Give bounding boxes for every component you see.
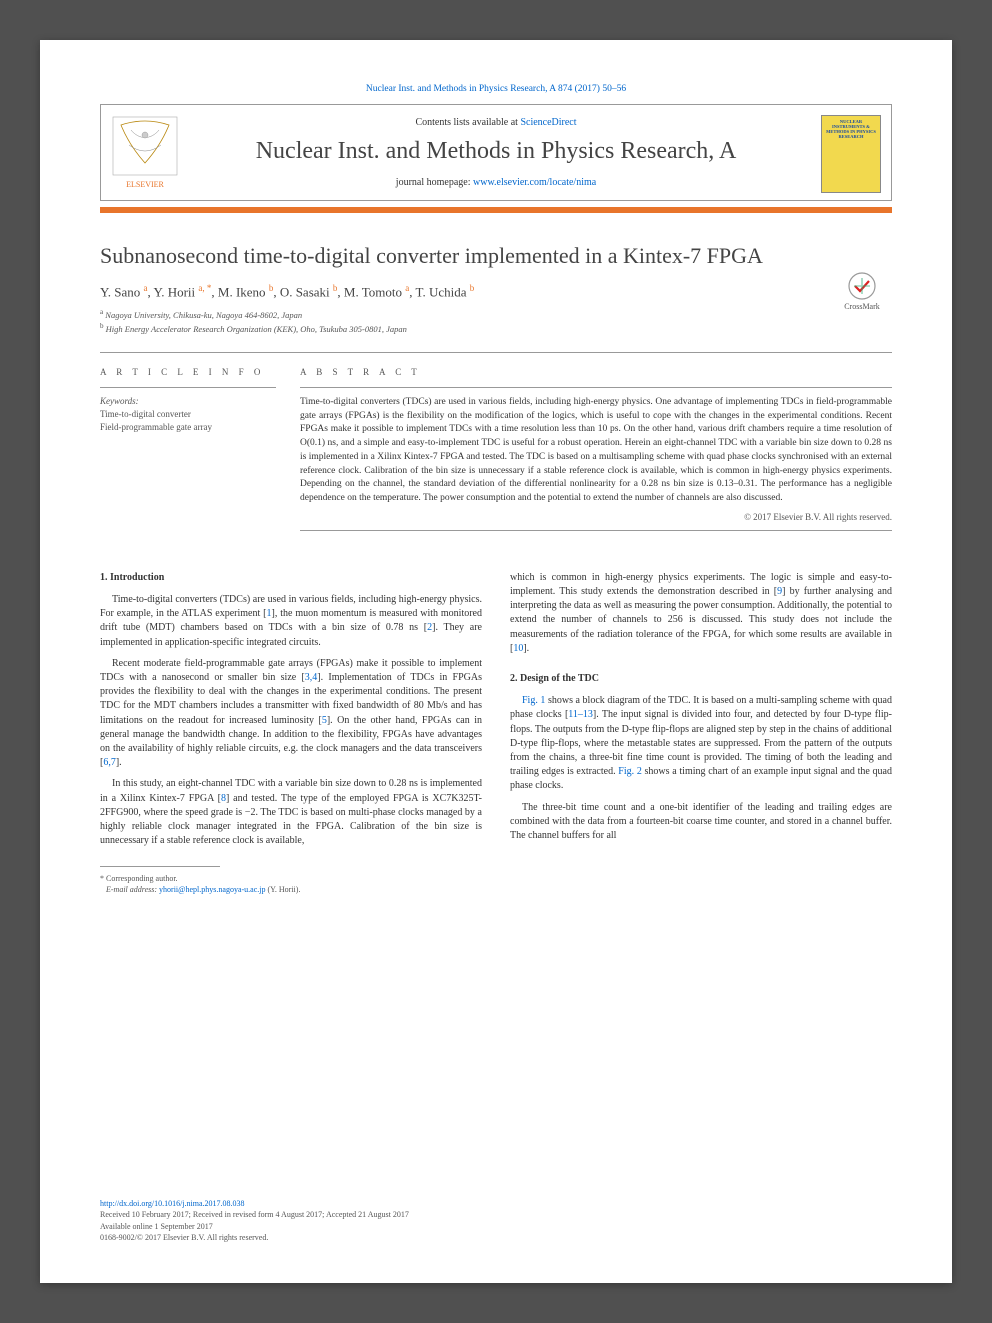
cite-ref[interactable]: 1 [267, 608, 272, 619]
keyword-2: Field-programmable gate array [100, 421, 276, 434]
cite-ref[interactable]: 2 [427, 622, 432, 633]
abstract-copyright: © 2017 Elsevier B.V. All rights reserved… [300, 512, 892, 522]
elsevier-logo: ELSEVIER [111, 115, 179, 193]
homepage-line: journal homepage: www.elsevier.com/locat… [191, 177, 801, 188]
affiliation-b: b High Energy Accelerator Research Organ… [100, 322, 892, 336]
email-suffix: (Y. Horii). [265, 885, 300, 894]
journal-header: ELSEVIER NUCLEAR INSTRUMENTS & METHODS I… [100, 104, 892, 201]
column-left: 1. Introduction Time-to-digital converte… [100, 571, 482, 896]
email-link[interactable]: yhorii@hepl.phys.nagoya-u.ac.jp [159, 885, 265, 894]
column-right: which is common in high-energy physics e… [510, 571, 892, 896]
page: Nuclear Inst. and Methods in Physics Res… [40, 40, 952, 1283]
article-title: Subnanosecond time-to-digital converter … [100, 243, 892, 269]
article-info-block: A R T I C L E I N F O Keywords: Time-to-… [100, 367, 300, 531]
cite-ref[interactable]: 10 [513, 643, 523, 654]
orange-divider [100, 207, 892, 213]
rule-2 [300, 530, 892, 531]
thumb-title: NUCLEAR INSTRUMENTS & METHODS IN PHYSICS… [826, 120, 876, 140]
abstract-text: Time-to-digital converters (TDCs) are us… [300, 396, 892, 506]
rule-info [100, 387, 276, 388]
keyword-1: Time-to-digital converter [100, 408, 276, 421]
contents-prefix: Contents lists available at [415, 117, 520, 128]
s1-p2: Recent moderate field-programmable gate … [100, 657, 482, 771]
s2-p1: Fig. 1 shows a block diagram of the TDC.… [510, 694, 892, 793]
sciencedirect-link[interactable]: ScienceDirect [520, 117, 576, 128]
abstract-head: A B S T R A C T [300, 367, 892, 377]
journal-cover-thumb: NUCLEAR INSTRUMENTS & METHODS IN PHYSICS… [821, 115, 881, 193]
elsevier-text: ELSEVIER [126, 180, 164, 189]
top-citation: Nuclear Inst. and Methods in Physics Res… [100, 84, 892, 94]
cite-ref[interactable]: 5 [322, 715, 327, 726]
email-line: E-mail address: yhorii@hepl.phys.nagoya-… [100, 884, 482, 895]
contents-line: Contents lists available at ScienceDirec… [191, 117, 801, 128]
issn-line: 0168-9002/© 2017 Elsevier B.V. All right… [100, 1233, 268, 1242]
section-2-head: 2. Design of the TDC [510, 672, 892, 686]
s1-p3: In this study, an eight-channel TDC with… [100, 777, 482, 848]
figure-ref[interactable]: Fig. 1 [522, 695, 545, 706]
author-list: Y. Sano a, Y. Horii a, *, M. Ikeno b, O.… [100, 283, 892, 300]
crossmark-badge[interactable]: CrossMark [832, 272, 892, 311]
online-line: Available online 1 September 2017 [100, 1222, 213, 1231]
figure-ref[interactable]: Fig. 2 [618, 766, 642, 777]
rule-abs [300, 387, 892, 388]
affiliation-a: a Nagoya University, Chikusa-ku, Nagoya … [100, 308, 892, 322]
s1-p1: Time-to-digital converters (TDCs) are us… [100, 593, 482, 650]
cite-ref[interactable]: 9 [777, 586, 782, 597]
cite-ref[interactable]: 6,7 [103, 757, 116, 768]
history-line: Received 10 February 2017; Received in r… [100, 1210, 409, 1219]
keywords-label: Keywords: [100, 396, 276, 406]
cite-ref[interactable]: 11–13 [568, 709, 593, 720]
article-info-head: A R T I C L E I N F O [100, 367, 276, 377]
homepage-prefix: journal homepage: [396, 177, 473, 188]
crossmark-label: CrossMark [832, 302, 892, 311]
rule-1 [100, 352, 892, 353]
s1-p3b: which is common in high-energy physics e… [510, 571, 892, 656]
homepage-link[interactable]: www.elsevier.com/locate/nima [473, 177, 596, 188]
footnote-rule [100, 866, 220, 867]
cite-ref[interactable]: 3,4 [305, 672, 318, 683]
section-1-head: 1. Introduction [100, 571, 482, 585]
article-meta-row: A R T I C L E I N F O Keywords: Time-to-… [100, 367, 892, 531]
s2-p2: The three-bit time count and a one-bit i… [510, 801, 892, 844]
doi-link[interactable]: http://dx.doi.org/10.1016/j.nima.2017.08… [100, 1199, 245, 1208]
journal-name: Nuclear Inst. and Methods in Physics Res… [191, 138, 801, 165]
page-footer: http://dx.doi.org/10.1016/j.nima.2017.08… [100, 1198, 892, 1243]
body-columns: 1. Introduction Time-to-digital converte… [100, 571, 892, 896]
email-label: E-mail address: [106, 885, 159, 894]
cite-ref[interactable]: 8 [221, 793, 226, 804]
corresponding-author: * Corresponding author. [100, 873, 482, 884]
abstract-block: A B S T R A C T Time-to-digital converte… [300, 367, 892, 531]
